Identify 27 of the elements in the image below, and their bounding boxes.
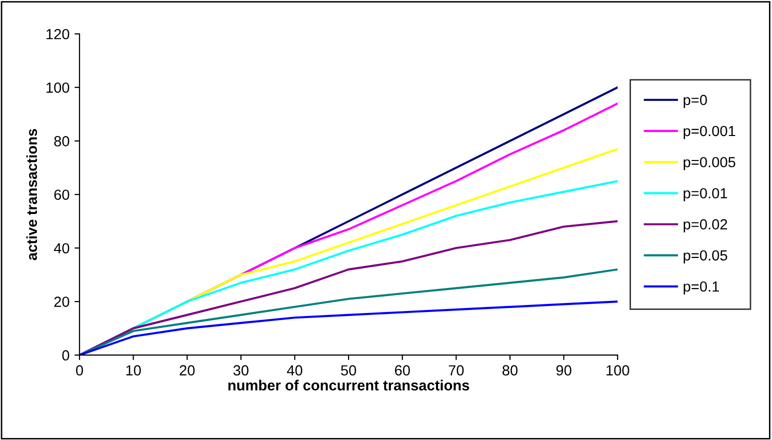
legend-label: p=0.01	[684, 188, 728, 202]
y-tick-label: 0	[62, 350, 70, 361]
y-tick-label: 20	[54, 296, 70, 307]
x-tick-label: 60	[394, 365, 410, 376]
y-tick-label: 80	[54, 136, 70, 146]
x-tick-label: 30	[233, 365, 248, 376]
x-tick-label: 90	[556, 365, 572, 376]
legend-label: p=0.005	[684, 156, 736, 170]
x-tick-label: 50	[341, 365, 356, 376]
legend-label: p=0.001	[684, 126, 736, 140]
y-tick-label: 60	[54, 190, 70, 200]
legend-label: p=0.1	[684, 281, 719, 295]
y-tick-label: 120	[46, 28, 70, 40]
y-tick-label: 40	[54, 243, 70, 254]
x-tick-label: 40	[286, 365, 302, 376]
x-axis-title: number of concurrent transactions	[228, 380, 470, 390]
y-axis-title: active transactions	[26, 129, 38, 260]
x-tick-label: 70	[448, 365, 464, 376]
y-tick-label: 100	[46, 82, 70, 93]
x-tick-label: 10	[126, 365, 141, 376]
legend-label: p=0.02	[684, 219, 728, 232]
legend-label: p=0	[684, 94, 707, 108]
x-tick-label: 0	[76, 365, 83, 376]
x-tick-label: 20	[180, 365, 195, 376]
x-tick-label: 100	[606, 365, 630, 376]
x-tick-label: 80	[502, 365, 518, 376]
legend-label: p=0.05	[684, 250, 728, 264]
